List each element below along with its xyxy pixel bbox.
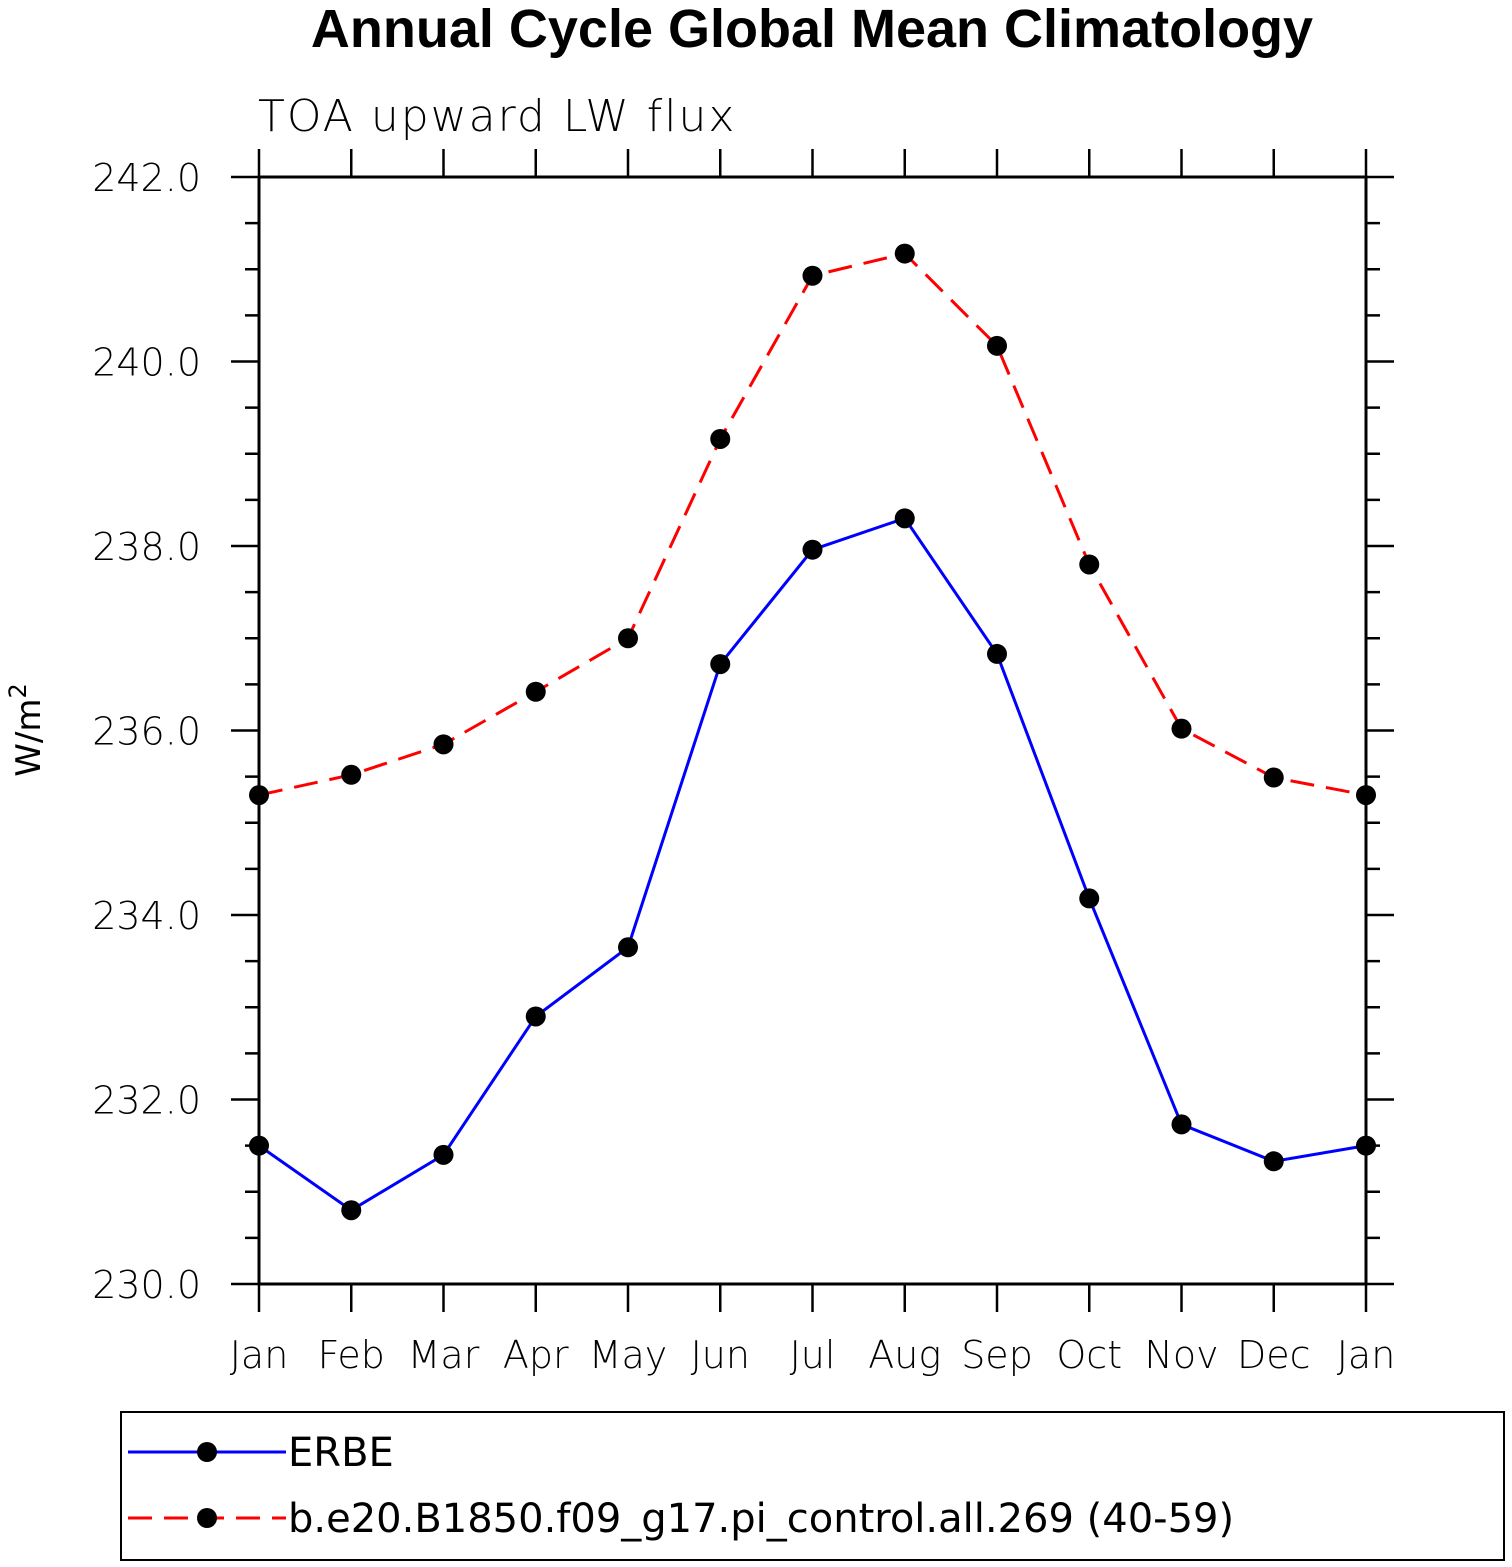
data-point <box>618 937 638 958</box>
x-tick-label: Dec <box>1237 1333 1311 1377</box>
x-tick-label: Sep <box>961 1333 1033 1377</box>
y-axis-title: W/m2 <box>4 683 49 776</box>
data-point <box>1356 1135 1376 1156</box>
y-tick-label: 230.0 <box>92 1263 201 1307</box>
y-tick-label: 232.0 <box>92 1079 201 1123</box>
data-point <box>987 335 1007 356</box>
x-tick-label: Jan <box>1337 1333 1396 1377</box>
data-point <box>618 628 638 649</box>
data-point <box>1263 767 1284 788</box>
y-tick-label: 238.0 <box>92 525 201 569</box>
x-tick-label: Jul <box>790 1333 836 1377</box>
data-point <box>710 654 731 675</box>
legend-label: ERBE <box>288 1430 394 1476</box>
x-tick-label: Mar <box>408 1333 480 1377</box>
series-1 <box>249 508 1376 1221</box>
x-tick-label: Jun <box>691 1333 750 1377</box>
data-point <box>1079 554 1100 575</box>
y-axis-label: W/m <box>9 699 49 777</box>
legend-box <box>120 1411 1505 1561</box>
data-point <box>525 1006 546 1027</box>
svg-text:W/m2: W/m2 <box>4 683 49 776</box>
data-point <box>987 643 1007 664</box>
data-point <box>1263 1151 1284 1172</box>
x-tick-label: May <box>589 1333 668 1377</box>
data-point <box>802 539 823 560</box>
series-line <box>258 516 1367 1212</box>
chart-title: Annual Cycle Global Mean Climatology <box>311 0 1313 59</box>
x-tick-label: Nov <box>1144 1333 1218 1377</box>
data-point <box>802 265 823 286</box>
data-point <box>894 243 915 264</box>
x-tick-label: Apr <box>503 1333 569 1377</box>
data-point <box>341 1200 362 1221</box>
y-axis-label-superscript: 2 <box>4 683 32 698</box>
legend: ERBE b.e20.B1850.f09_g17.pi_control.all.2… <box>120 1411 1505 1561</box>
data-point <box>1171 1114 1192 1135</box>
data-point <box>249 785 269 806</box>
legend-label: b.e20.B1850.f09_g17.pi_control.all.269 (… <box>288 1496 1234 1542</box>
y-tick-label: 242.0 <box>92 156 201 200</box>
x-tick-label: Aug <box>868 1333 941 1377</box>
data-point <box>1171 718 1192 739</box>
data-point <box>1079 888 1100 909</box>
x-tick-label: Feb <box>318 1333 385 1377</box>
chart-subtitle: TOA upward LW flux <box>258 91 736 142</box>
y-tick-label: 236.0 <box>92 710 201 754</box>
x-tick-label: Jan <box>230 1333 289 1377</box>
y-tick-label: 234.0 <box>92 894 201 938</box>
plot-frame <box>257 175 1368 1286</box>
data-point <box>433 734 454 755</box>
series-layer <box>249 243 1376 1221</box>
legend-marker <box>197 1508 217 1528</box>
series-line <box>258 251 1367 797</box>
data-point <box>249 1135 269 1156</box>
legend-marker <box>197 1442 217 1462</box>
data-point <box>894 508 915 529</box>
data-point <box>433 1144 454 1165</box>
plot-axes: 230.0 232.0 234.0 236.0 238.0 240.0 242.0 Jan Fe… <box>92 149 1395 1377</box>
x-tick-label: Oct <box>1056 1333 1122 1377</box>
data-point <box>341 764 362 785</box>
data-point <box>525 681 546 702</box>
data-point <box>1356 785 1376 806</box>
series-2 <box>249 243 1376 806</box>
y-tick-label: 240.0 <box>92 341 201 385</box>
data-point <box>710 428 731 449</box>
